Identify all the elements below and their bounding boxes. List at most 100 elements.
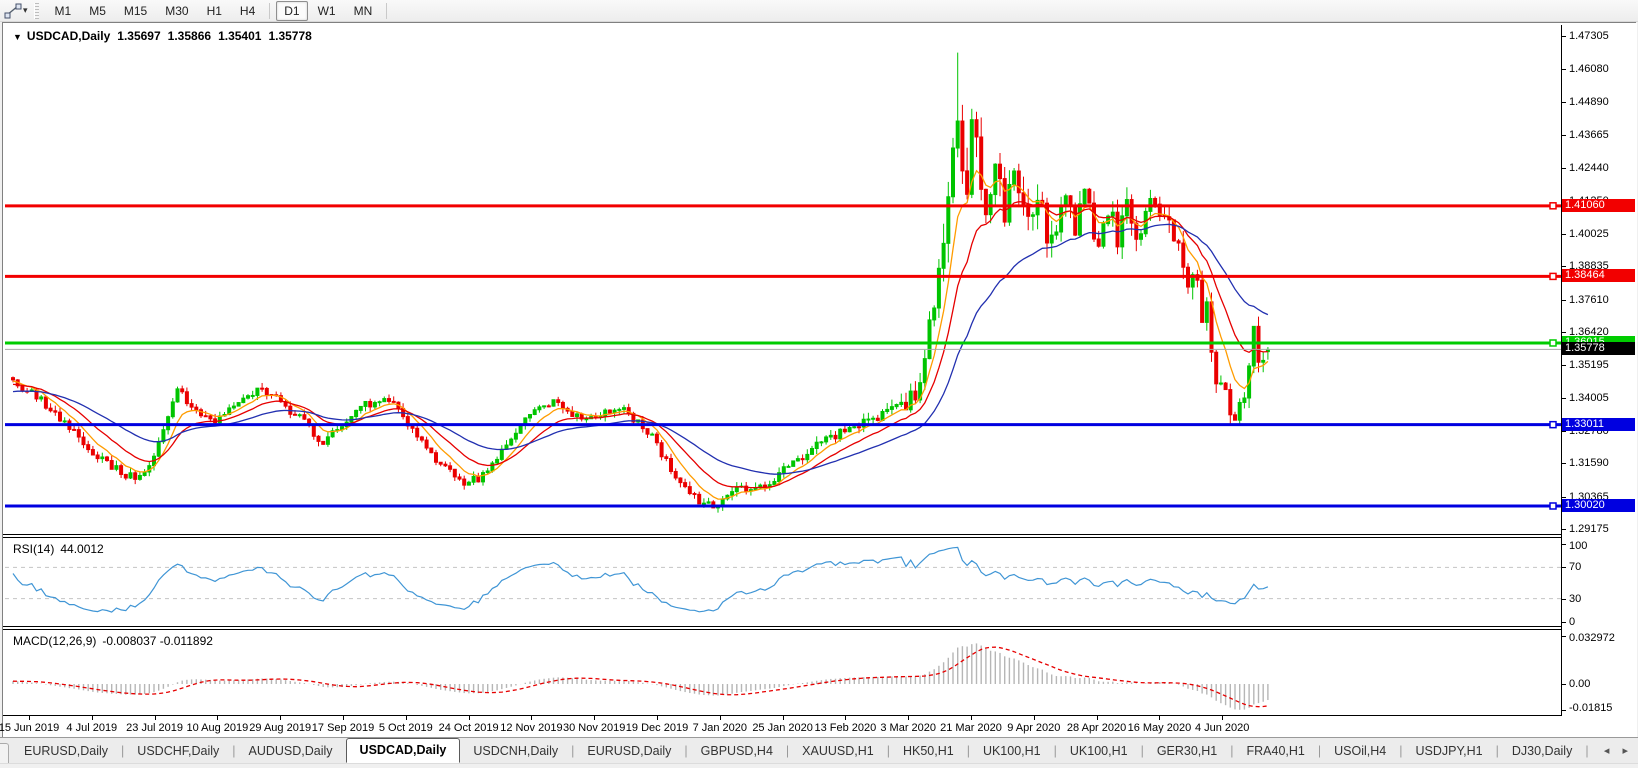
candle-body xyxy=(791,460,796,467)
chart-tab-UK100-H1[interactable]: UK100,H1 xyxy=(982,744,1041,758)
tab-separator: | xyxy=(1399,744,1403,758)
price-tick-label: 1.31590 xyxy=(1569,457,1609,470)
timeframe-button-M1[interactable]: M1 xyxy=(54,3,72,18)
chart-tab-GBPUSD-H4[interactable]: GBPUSD,H4 xyxy=(700,744,773,758)
tab-separator: | xyxy=(1053,744,1057,758)
rsi-value: 44.0012 xyxy=(60,542,104,556)
date-label: 12 Nov 2019 xyxy=(500,722,563,734)
price-tick-label: 1.46080 xyxy=(1569,63,1609,76)
candle-body xyxy=(706,501,711,504)
date-tick-mark xyxy=(405,716,407,720)
line-handle-1.36015[interactable] xyxy=(1549,339,1557,347)
chart-tab-UK100-H1[interactable]: UK100,H1 xyxy=(1069,744,1128,758)
line-handle-1.30020[interactable] xyxy=(1549,502,1557,510)
date-label: 5 Oct 2019 xyxy=(378,722,433,734)
timeframe-button-W1[interactable]: W1 xyxy=(317,3,336,18)
line-handle-1.38464[interactable] xyxy=(1549,272,1557,281)
date-label: 28 Apr 2020 xyxy=(1066,722,1127,734)
line-handle-1.41060[interactable] xyxy=(1549,202,1557,210)
date-label: 4 Jul 2019 xyxy=(66,722,118,734)
chart-tab-USDCNH-Daily[interactable]: USDCNH,Daily xyxy=(473,744,559,758)
chart-tab-USDCAD-Daily[interactable]: USDCAD,Daily xyxy=(345,738,461,763)
date-tick-mark xyxy=(91,716,93,720)
candle-body xyxy=(993,163,998,196)
candle-body xyxy=(908,390,913,411)
candle-body xyxy=(645,428,650,435)
chart-tab-USDJPY-H1[interactable]: USDJPY,H1 xyxy=(1415,744,1483,758)
tab-separator: | xyxy=(1495,744,1499,758)
chart-tab-XAUUSD-H1[interactable]: XAUUSD,H1 xyxy=(802,744,874,758)
toolbar-dropdown-icon[interactable]: ▾ xyxy=(23,5,28,15)
date-axis[interactable]: 15 Jun 2019 4 Jul 2019 23 Jul 2019 10 Aug 2… xyxy=(0,716,1637,738)
candle-body xyxy=(203,415,208,418)
tab-stub xyxy=(0,743,9,763)
chart-tab-FRA40-H1[interactable]: FRA40,H1 xyxy=(1246,744,1305,758)
candle-body xyxy=(1139,233,1143,240)
price-line-label-1.41060[interactable]: 1.41060 xyxy=(1562,198,1635,212)
panel-separator[interactable] xyxy=(3,534,1637,538)
price-line-label-1.30020[interactable]: 1.30020 xyxy=(1562,498,1635,512)
toolbar-grip[interactable] xyxy=(33,2,39,19)
tab-scroll-right-icon[interactable]: ▸ xyxy=(1622,745,1628,757)
timeframe-button-H4[interactable]: H4 xyxy=(239,3,256,18)
chart-tool-icon[interactable] xyxy=(3,2,23,20)
line-handle-1.33011[interactable] xyxy=(1549,420,1557,429)
rsi-panel[interactable] xyxy=(5,538,1561,626)
candle-body xyxy=(48,407,53,412)
candle-body xyxy=(866,418,871,421)
main-price-chart[interactable] xyxy=(5,25,1561,534)
candle-body xyxy=(795,458,800,462)
chart-tab-USDCHF-Daily[interactable]: USDCHF,Daily xyxy=(137,744,220,758)
fast-ma-line[interactable] xyxy=(12,169,1269,500)
chart-tab-AUDUSD-Daily[interactable]: AUDUSD,Daily xyxy=(248,744,333,758)
tab-separator: | xyxy=(1140,744,1144,758)
chart-tab-USOil-H4[interactable]: USOil,H4 xyxy=(1334,744,1387,758)
current-price-label: 1.35778 xyxy=(1562,342,1635,356)
candle-body xyxy=(1200,279,1205,323)
chart-tab-HK50-H1[interactable]: HK50,H1 xyxy=(902,744,954,758)
chart-tab-DJ30-Daily[interactable]: DJ30,Daily xyxy=(1511,744,1573,758)
tab-separator: | xyxy=(1585,744,1589,758)
timeframe-button-H1[interactable]: H1 xyxy=(206,3,222,18)
candle-body xyxy=(983,188,988,216)
candle-body xyxy=(1134,222,1139,240)
chart-tab-EURUSD-Daily[interactable]: EURUSD,Daily xyxy=(24,744,109,758)
candle-body xyxy=(687,486,692,495)
timeframe-button-MN[interactable]: MN xyxy=(353,3,373,18)
candle-body xyxy=(95,454,100,460)
candle-body xyxy=(998,163,1002,180)
candle-body xyxy=(194,406,199,411)
candle-body xyxy=(932,307,937,321)
candle-body xyxy=(955,120,960,149)
timeframe-button-D1[interactable]: D1 xyxy=(276,0,308,21)
chart-tab-GER30-H1[interactable]: GER30,H1 xyxy=(1156,744,1218,758)
price-line-label-1.33011[interactable]: 1.33011 xyxy=(1562,417,1635,431)
macd-panel[interactable] xyxy=(5,630,1561,715)
panel-separator[interactable] xyxy=(3,626,1637,630)
candle-body xyxy=(1016,170,1021,194)
price-axis[interactable]: 1.473051.460801.448901.436651.424401.412… xyxy=(1561,23,1637,716)
timeframe-button-M15[interactable]: M15 xyxy=(123,3,148,18)
chart-title-dropdown-icon[interactable]: ▼ xyxy=(13,32,22,42)
date-label: 30 Nov 2019 xyxy=(562,722,626,734)
candle-body xyxy=(979,136,984,190)
candle-body xyxy=(692,493,697,496)
candle-body xyxy=(528,414,532,419)
candle-body xyxy=(875,417,880,421)
tab-separator: | xyxy=(966,744,970,758)
candle-body xyxy=(311,424,316,437)
candle-body xyxy=(1035,199,1040,216)
timeframe-button-M5[interactable]: M5 xyxy=(89,3,106,18)
candle-body xyxy=(1228,389,1233,416)
candle-body xyxy=(302,414,307,420)
tab-scroll-left-icon[interactable]: ◂ xyxy=(1603,745,1610,757)
candle-body xyxy=(452,468,457,478)
rsi-scale-label: 30 xyxy=(1569,592,1582,605)
timeframe-button-M30[interactable]: M30 xyxy=(165,3,189,18)
candle-body xyxy=(654,433,659,444)
chart-tab-EURUSD-Daily[interactable]: EURUSD,Daily xyxy=(587,744,672,758)
price-line-label-1.38464[interactable]: 1.38464 xyxy=(1562,269,1635,283)
medium-ma-line[interactable] xyxy=(12,201,1268,489)
candle-body xyxy=(941,242,946,269)
candle-body xyxy=(1181,242,1186,268)
